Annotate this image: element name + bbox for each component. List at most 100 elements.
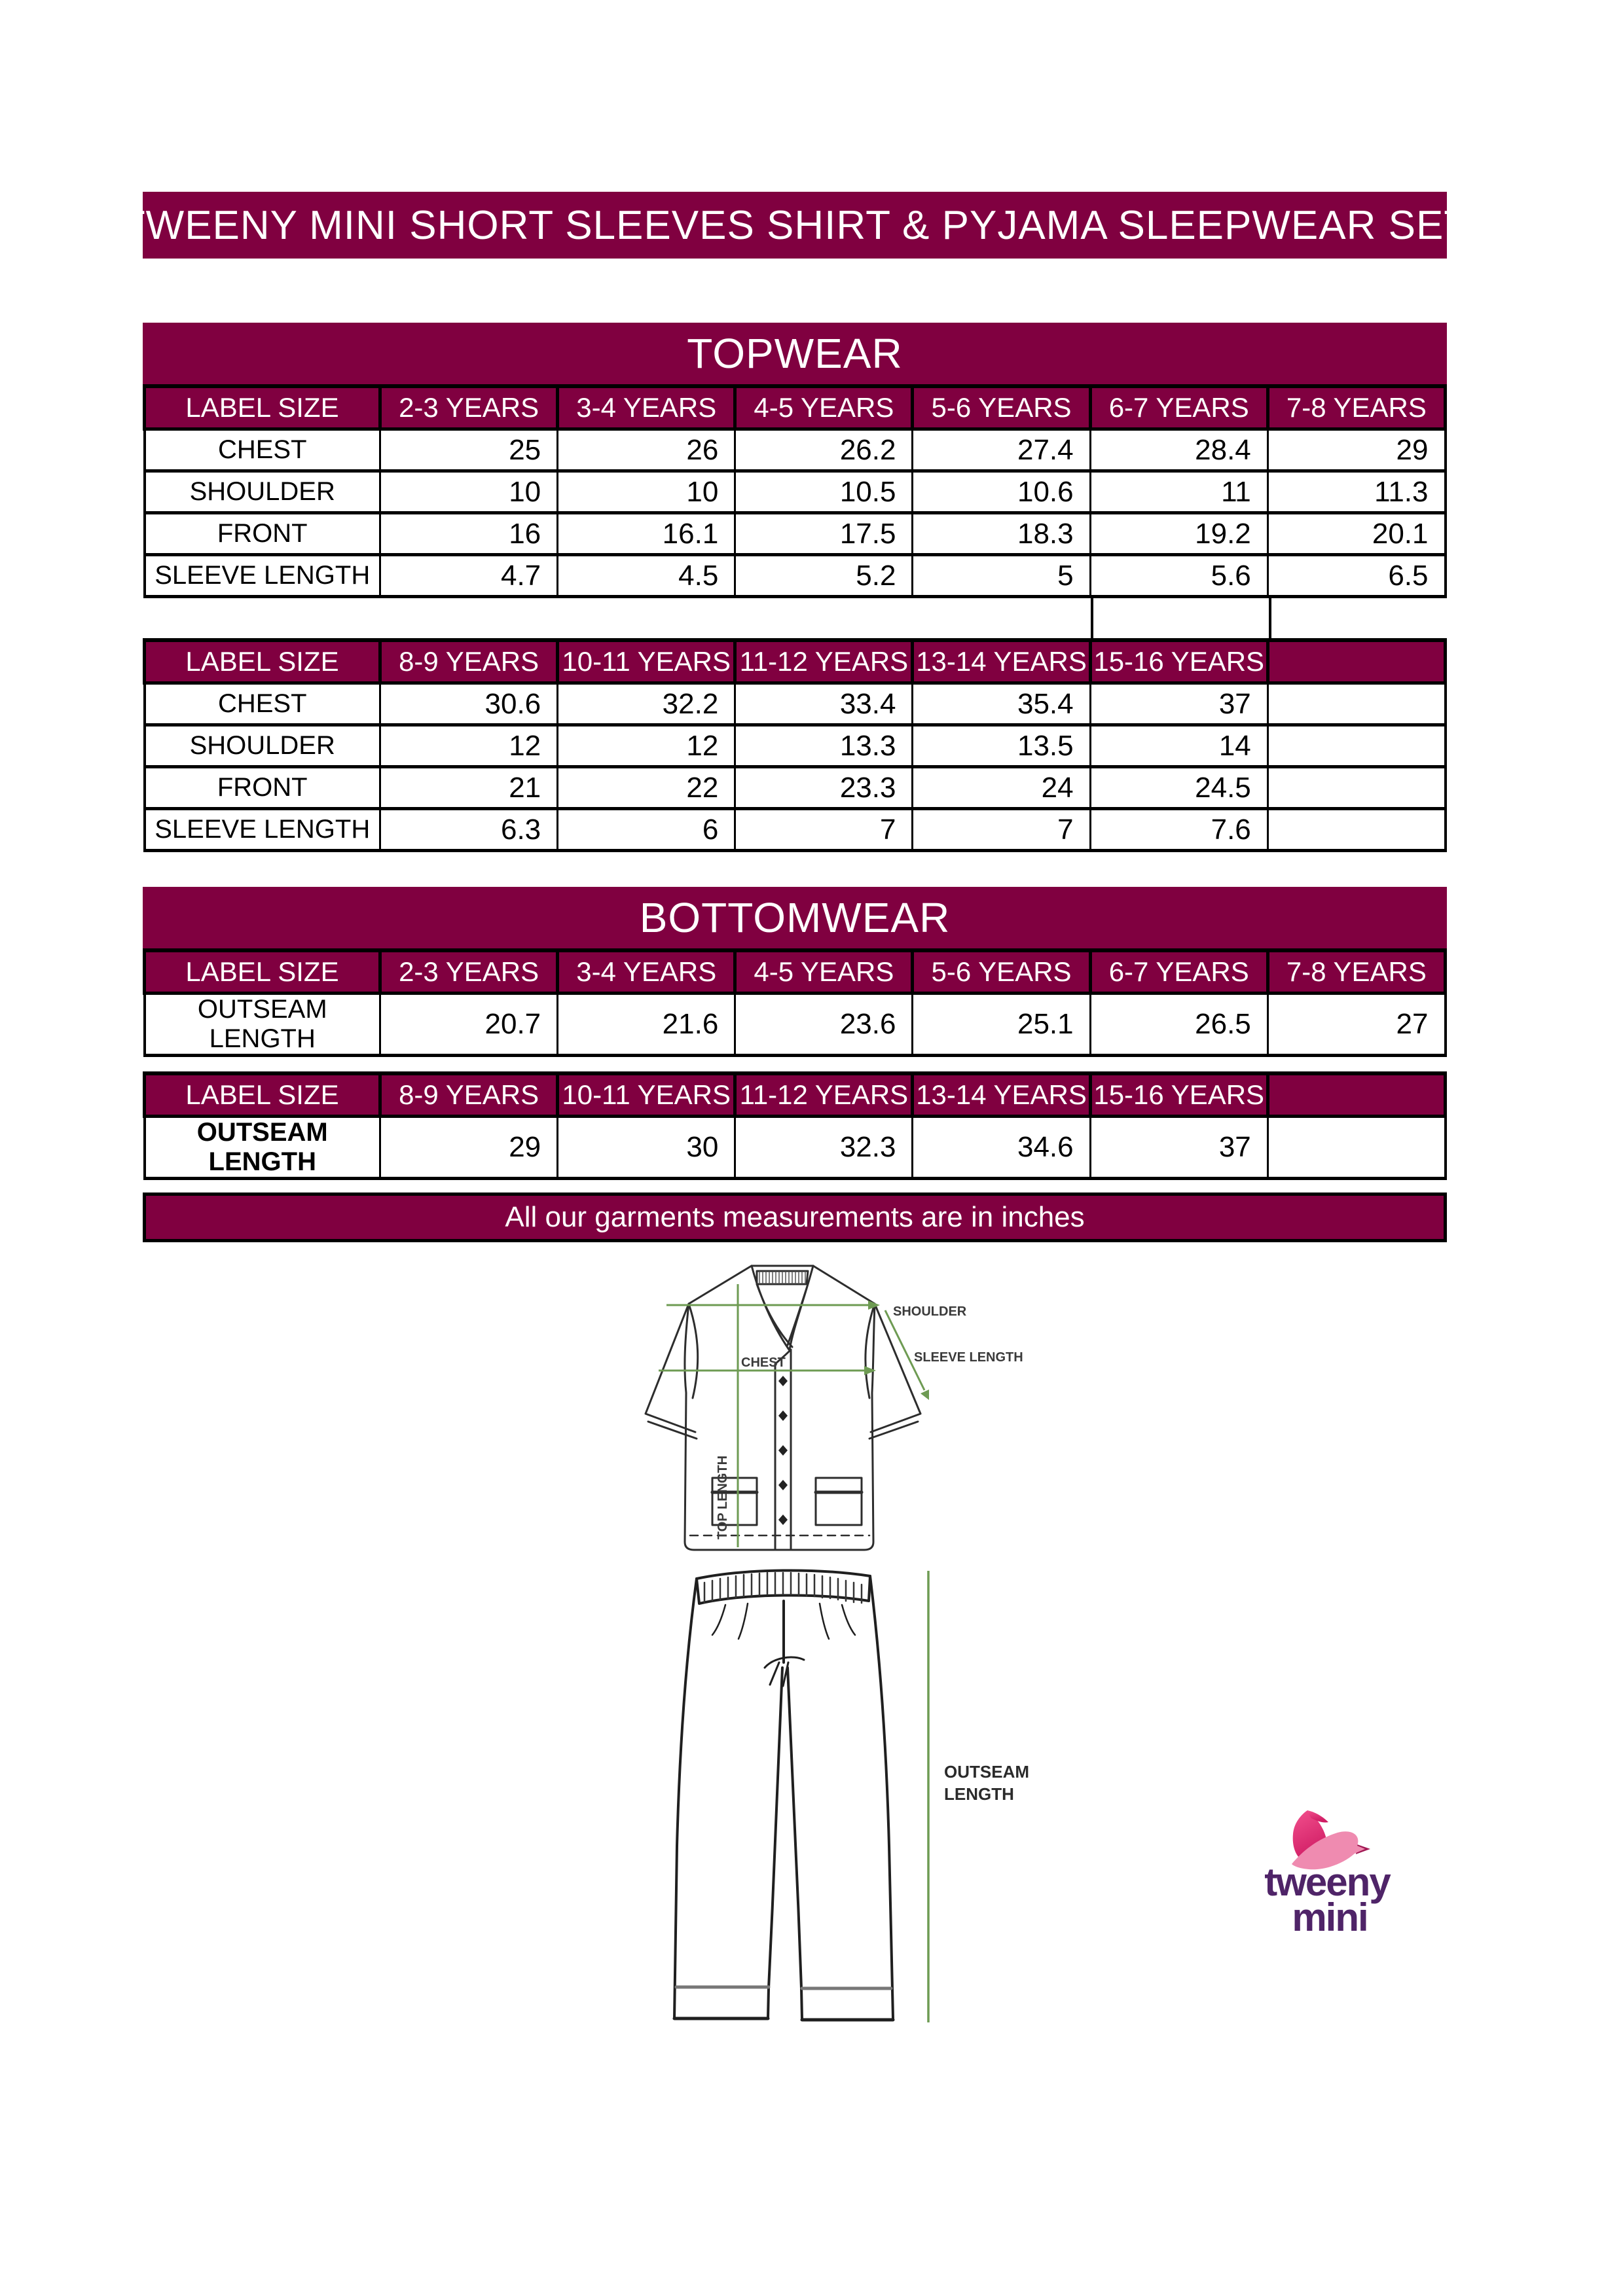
col-header: 8-9 YEARS <box>378 1071 560 1118</box>
table-row: CHEST 30.6 32.2 33.4 35.4 37 <box>143 681 1447 726</box>
logo-bird-body-icon <box>1292 1831 1365 1870</box>
table-cell: 20.1 <box>1266 511 1447 556</box>
col-header: 11-12 YEARS <box>733 1071 915 1118</box>
table-cell: 24 <box>911 765 1091 810</box>
table-cell: 21 <box>378 765 559 810</box>
shoulder-label: SHOULDER <box>893 1304 967 1319</box>
bottomwear-table-younger: LABEL SIZE 2-3 YEARS 3-4 YEARS 4-5 YEARS… <box>143 948 1448 1057</box>
col-header: 13-14 YEARS <box>911 638 1092 685</box>
col-header: 7-8 YEARS <box>1266 948 1448 995</box>
tweeny-mini-logo: tweeny mini <box>1264 1810 1393 1937</box>
table-cell: 18.3 <box>911 511 1091 556</box>
table-cell: 16.1 <box>556 511 737 556</box>
table-cell: 13.5 <box>911 723 1091 768</box>
col-header: LABEL SIZE <box>143 638 382 685</box>
table-cell: 10.6 <box>911 469 1091 514</box>
table-cell: 13.3 <box>734 723 914 768</box>
table-cell <box>1266 807 1447 852</box>
header-row: LABEL SIZE 8-9 YEARS 10-11 YEARS 11-12 Y… <box>143 638 1448 685</box>
table-cell: 19.2 <box>1089 511 1269 556</box>
topwear-table-older: LABEL SIZE 8-9 YEARS 10-11 YEARS 11-12 Y… <box>143 638 1448 852</box>
table-cell: 29 <box>1266 427 1447 473</box>
col-header: 4-5 YEARS <box>733 948 915 995</box>
sleeve-length-label: SLEEVE LENGTH <box>914 1350 1023 1365</box>
table-row: FRONT 16 16.1 17.5 18.3 19.2 20.1 <box>143 511 1447 556</box>
col-header: LABEL SIZE <box>143 1071 382 1118</box>
col-header: 2-3 YEARS <box>378 948 560 995</box>
table-cell: 28.4 <box>1089 427 1269 473</box>
bottomwear-section-heading: BOTTOMWEAR <box>143 887 1447 948</box>
table-cell: 32.3 <box>734 1115 914 1180</box>
row-label: SHOULDER <box>143 723 381 768</box>
row-label: OUTSEAM LENGTH <box>143 1115 381 1180</box>
table-cell: 26.5 <box>1089 992 1269 1057</box>
pyjama-left-outer-seam <box>673 1577 698 2020</box>
chest-label: CHEST <box>741 1355 786 1370</box>
table-cell: 14 <box>1089 723 1269 768</box>
table-cell: 37 <box>1089 1115 1269 1180</box>
table-cell: 27.4 <box>911 427 1091 473</box>
logo-name-line2: mini <box>1292 1895 1367 1937</box>
col-header: 11-12 YEARS <box>733 638 915 685</box>
empty-grid-cell <box>1091 594 1271 640</box>
table-cell: 26.2 <box>734 427 914 473</box>
table-row: SLEEVE LENGTH 4.7 4.5 5.2 5 5.6 6.5 <box>143 553 1447 598</box>
row-label: FRONT <box>143 511 381 556</box>
chest-arrowhead-icon <box>864 1366 876 1375</box>
shirt-left-sleeve <box>644 1302 698 1440</box>
table-row: FRONT 21 22 23.3 24 24.5 <box>143 765 1447 810</box>
row-label: OUTSEAM LENGTH <box>143 992 381 1057</box>
col-header: 13-14 YEARS <box>911 1071 1092 1118</box>
col-header: 6-7 YEARS <box>1088 384 1269 431</box>
table-cell: 17.5 <box>734 511 914 556</box>
measurements-note: All our garments measurements are in inc… <box>143 1193 1447 1242</box>
pyjama-measurement-diagram: OUTSEAM LENGTH <box>672 1569 1029 2022</box>
header-row: LABEL SIZE 8-9 YEARS 10-11 YEARS 11-12 Y… <box>143 1071 1448 1118</box>
header-row: LABEL SIZE 2-3 YEARS 3-4 YEARS 4-5 YEARS… <box>143 948 1448 995</box>
row-label: SHOULDER <box>143 469 381 514</box>
sleeve-arrowhead-icon <box>921 1390 929 1400</box>
outseam-label-line2: LENGTH <box>944 1784 1014 1804</box>
col-header: 5-6 YEARS <box>911 384 1092 431</box>
table-cell: 23.3 <box>734 765 914 810</box>
table-cell <box>1266 765 1447 810</box>
table-cell: 12 <box>556 723 737 768</box>
col-header: 8-9 YEARS <box>378 638 560 685</box>
table-cell: 35.4 <box>911 681 1091 726</box>
shoulder-arrowhead-icon <box>868 1300 880 1310</box>
row-label: FRONT <box>143 765 381 810</box>
shirt-body <box>684 1302 876 1551</box>
row-label: SLEEVE LENGTH <box>143 807 381 852</box>
table-cell: 10.5 <box>734 469 914 514</box>
table-cell: 21.6 <box>556 992 737 1057</box>
table-cell: 5 <box>911 553 1091 598</box>
table-cell: 34.6 <box>911 1115 1091 1180</box>
table-cell: 24.5 <box>1089 765 1269 810</box>
pyjama-drawstring <box>763 1656 805 1687</box>
sleeve-length-measure-line <box>884 1310 926 1391</box>
table-cell <box>1266 681 1447 726</box>
col-header <box>1266 1071 1448 1118</box>
table-cell: 7 <box>734 807 914 852</box>
table-cell: 6.3 <box>378 807 559 852</box>
bottomwear-table-older: LABEL SIZE 8-9 YEARS 10-11 YEARS 11-12 Y… <box>143 1071 1448 1180</box>
table-cell: 4.7 <box>378 553 559 598</box>
col-header: 4-5 YEARS <box>733 384 915 431</box>
table-cell <box>1266 723 1447 768</box>
page-title: TWEENY MINI SHORT SLEEVES SHIRT & PYJAMA… <box>120 192 1468 259</box>
table-cell <box>1266 1115 1447 1180</box>
col-header <box>1266 638 1448 685</box>
shirt-right-pocket <box>814 1477 863 1526</box>
col-header: 6-7 YEARS <box>1088 948 1269 995</box>
topwear-section-heading: TOPWEAR <box>143 323 1447 384</box>
table-cell: 11.3 <box>1266 469 1447 514</box>
table-cell: 23.6 <box>734 992 914 1057</box>
table-cell: 5.6 <box>1089 553 1269 598</box>
table-cell: 25 <box>378 427 559 473</box>
col-header: 5-6 YEARS <box>911 948 1092 995</box>
table-cell: 7 <box>911 807 1091 852</box>
table-row: OUTSEAM LENGTH 29 30 32.3 34.6 37 <box>143 1115 1447 1180</box>
col-header: 7-8 YEARS <box>1266 384 1448 431</box>
table-cell: 22 <box>556 765 737 810</box>
